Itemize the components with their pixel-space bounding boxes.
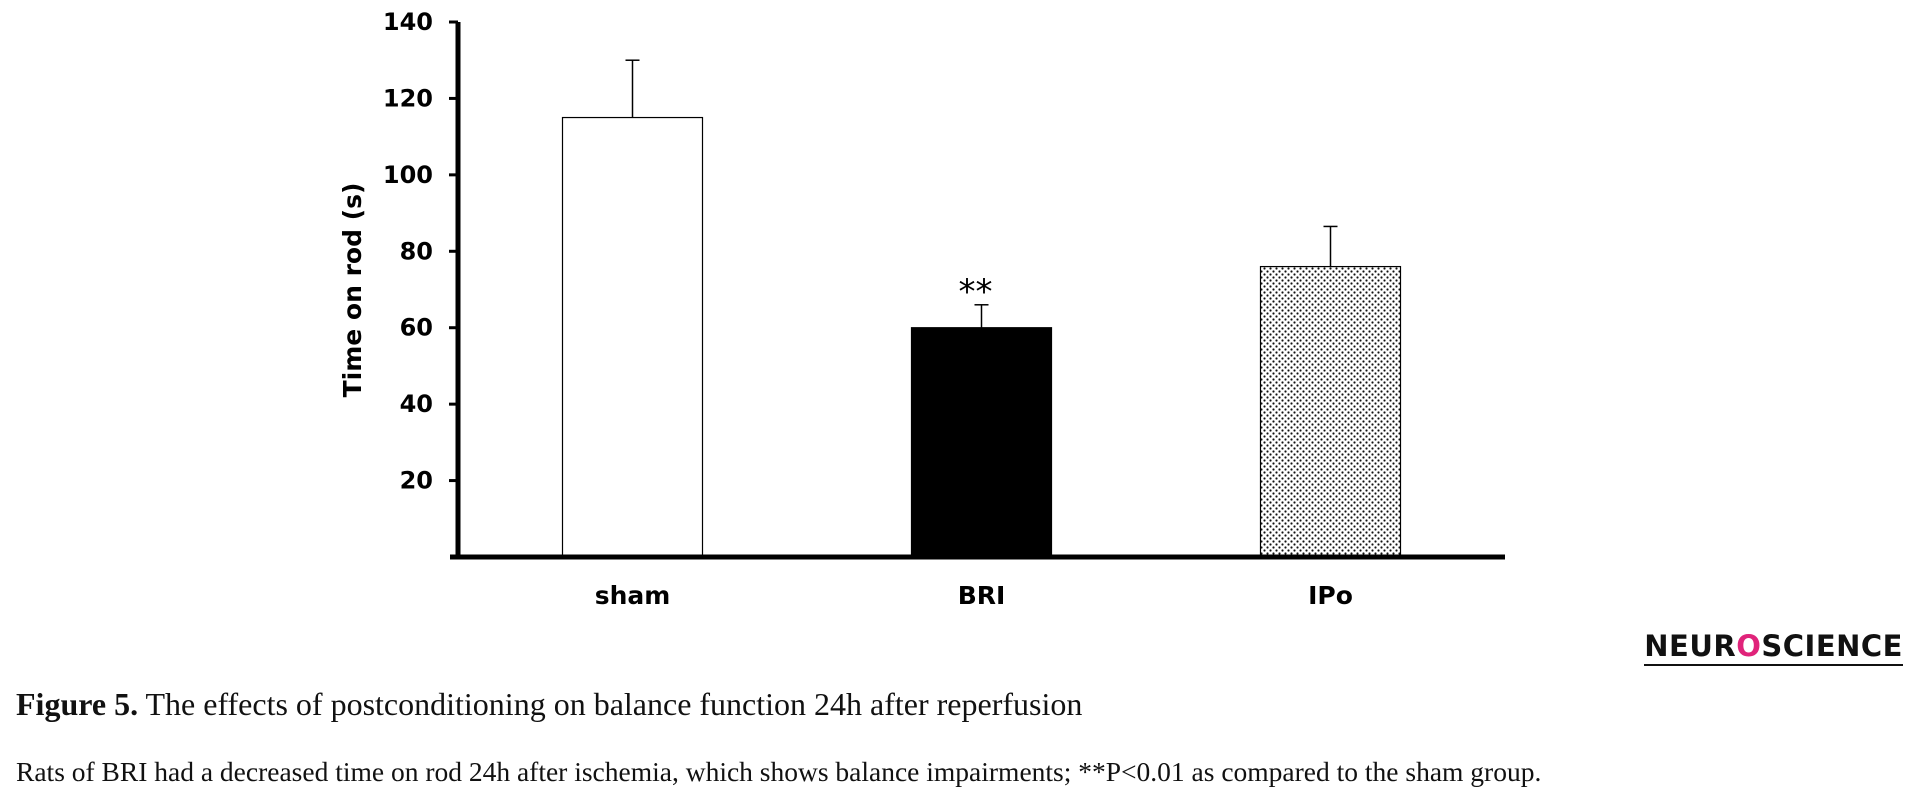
neuroscience-logo: NEUROSCIENCE	[1644, 632, 1903, 666]
y-tick-label: 140	[383, 8, 433, 36]
x-category-label: IPo	[1308, 581, 1353, 610]
x-category-label: BRI	[958, 581, 1006, 610]
figure-caption-title: Figure 5. The effects of postconditionin…	[16, 686, 1906, 723]
y-tick-label: 60	[400, 314, 433, 342]
significance-annotation: **	[959, 272, 993, 312]
bar-bri	[910, 327, 1053, 558]
y-axis-ticks: 20 40 60 80 100 120 140	[383, 8, 458, 495]
figure-caption-text: Rats of BRI had a decreased time on rod …	[16, 756, 1542, 787]
y-tick-label: 100	[383, 161, 433, 189]
y-tick-label: 80	[400, 237, 433, 265]
bars: sham BRI ** IPo	[561, 59, 1402, 610]
figure-title: The effects of postconditioning on balan…	[145, 686, 1083, 722]
figure-label: Figure 5.	[16, 686, 139, 722]
y-axis-label: Time on rod (s)	[338, 183, 367, 398]
bar-sham	[561, 116, 704, 558]
y-tick-label: 120	[383, 84, 433, 112]
y-tick-label: 40	[400, 390, 433, 418]
x-category-label: sham	[595, 581, 671, 610]
bar-chart: 20 40 60 80 100 120 140 sham BRI ** IPo Time on r…	[338, 8, 1505, 610]
y-tick-label: 20	[400, 467, 433, 495]
bar-ipo	[1259, 265, 1402, 558]
